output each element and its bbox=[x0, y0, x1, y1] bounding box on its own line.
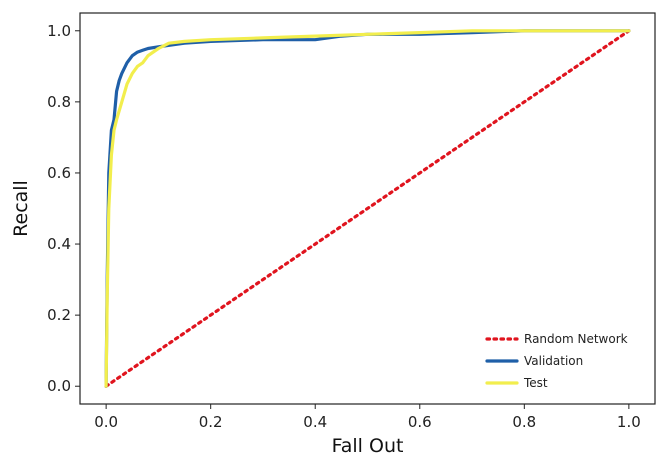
x-tick-label: 0.0 bbox=[94, 413, 118, 431]
x-tick-label: 0.2 bbox=[199, 413, 223, 431]
legend-label: Validation bbox=[524, 354, 583, 368]
x-tick-label: 0.6 bbox=[408, 413, 432, 431]
series-line-validation bbox=[104, 29, 631, 388]
y-axis-ticks: 0.0 0.2 0.4 0.6 0.8 1.0 bbox=[47, 22, 80, 395]
y-tick-label: 0.4 bbox=[47, 235, 71, 253]
y-tick-label: 0.0 bbox=[47, 377, 71, 395]
legend: Random Network Validation Test bbox=[485, 332, 628, 390]
legend-label: Random Network bbox=[524, 332, 628, 346]
y-tick-label: 0.2 bbox=[47, 306, 71, 324]
x-tick-label: 0.4 bbox=[303, 413, 327, 431]
x-axis-ticks: 0.0 0.2 0.4 0.6 0.8 1.0 bbox=[94, 404, 641, 431]
x-tick-label: 0.8 bbox=[512, 413, 536, 431]
y-tick-label: 0.8 bbox=[47, 93, 71, 111]
x-tick-label: 1.0 bbox=[617, 413, 641, 431]
y-axis-title: Recall bbox=[10, 180, 32, 237]
plot-frame bbox=[79, 12, 656, 405]
y-tick-label: 1.0 bbox=[47, 22, 71, 40]
x-axis-title: Fall Out bbox=[332, 435, 404, 457]
y-tick-label: 0.6 bbox=[47, 164, 71, 182]
legend-label: Test bbox=[523, 376, 548, 390]
series-line-test bbox=[104, 29, 631, 388]
series-line-random-network bbox=[104, 29, 631, 388]
plot-lines bbox=[104, 29, 631, 388]
